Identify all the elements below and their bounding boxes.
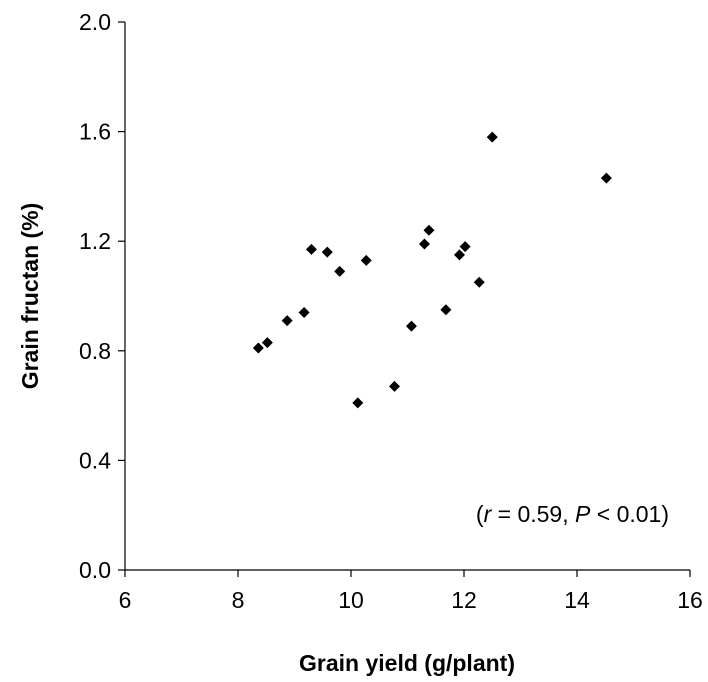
x-tick-label: 14: [564, 587, 590, 613]
data-point: [261, 337, 273, 349]
data-point: [405, 320, 417, 332]
data-point: [298, 306, 310, 318]
x-axis-title: Grain yield (g/plant): [299, 650, 515, 676]
data-point: [321, 246, 333, 258]
y-axis-title: Grain fructan (%): [17, 203, 43, 390]
y-tick-label: 0.0: [79, 557, 111, 583]
annotation-p-symbol: P: [575, 501, 591, 527]
data-point: [389, 380, 401, 392]
x-tick-label: 6: [119, 587, 132, 613]
x-tick-label: 10: [338, 587, 364, 613]
annotation-r-symbol: r: [484, 501, 493, 527]
y-tick-label: 2.0: [79, 9, 111, 35]
data-point: [252, 342, 264, 354]
data-points: [252, 131, 612, 409]
data-point: [453, 249, 465, 261]
annotation-r-value: = 0.59,: [491, 501, 575, 527]
data-point: [600, 172, 612, 184]
data-point: [352, 397, 364, 409]
data-point: [305, 243, 317, 255]
data-point: [440, 304, 452, 316]
x-tick-label: 16: [677, 587, 703, 613]
annotation-open-paren: (: [476, 501, 484, 527]
x-tick-label: 12: [451, 587, 477, 613]
x-tick-labels: 6 8 10 12 14 16: [119, 587, 703, 613]
data-point: [334, 265, 346, 277]
data-point: [459, 241, 471, 253]
annotation-p-value: < 0.01): [590, 501, 669, 527]
y-tick-label: 1.2: [79, 228, 111, 254]
data-point: [486, 131, 498, 143]
x-tick-label: 8: [232, 587, 245, 613]
data-point: [360, 254, 372, 266]
correlation-annotation: (r = 0.59, P < 0.01): [476, 501, 669, 527]
data-point: [423, 224, 435, 236]
y-tick-label: 0.8: [79, 338, 111, 364]
data-point: [281, 315, 293, 327]
data-point: [418, 238, 430, 250]
y-tick-label: 1.6: [79, 119, 111, 145]
axes: [118, 21, 691, 577]
data-point: [473, 276, 485, 288]
y-tick-labels: 0.0 0.4 0.8 1.2 1.6 2.0: [79, 9, 111, 583]
y-tick-label: 0.4: [79, 447, 111, 473]
